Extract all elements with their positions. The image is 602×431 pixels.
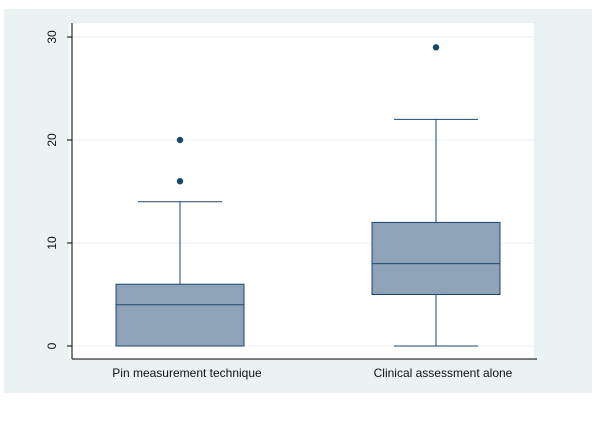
box-group	[371, 44, 501, 347]
y-tick-label: 20	[45, 133, 59, 147]
y-tick-label: 30	[45, 30, 59, 44]
category-label: Pin measurement technique	[112, 366, 262, 380]
outlier-point	[432, 44, 440, 51]
y-axis: 0 10 20 30	[45, 23, 73, 359]
box-iqr	[371, 221, 501, 295]
outlier-point	[176, 136, 184, 144]
category-labels: Pin measurement technique Clinical assess…	[112, 366, 512, 380]
y-tick-label: 0	[45, 342, 59, 349]
boxes	[115, 44, 501, 347]
y-tick-label: 10	[45, 236, 59, 250]
box-group	[115, 136, 245, 347]
box-iqr	[115, 283, 245, 347]
outlier-point	[176, 178, 184, 185]
category-label: Clinical assessment alone	[374, 366, 513, 380]
